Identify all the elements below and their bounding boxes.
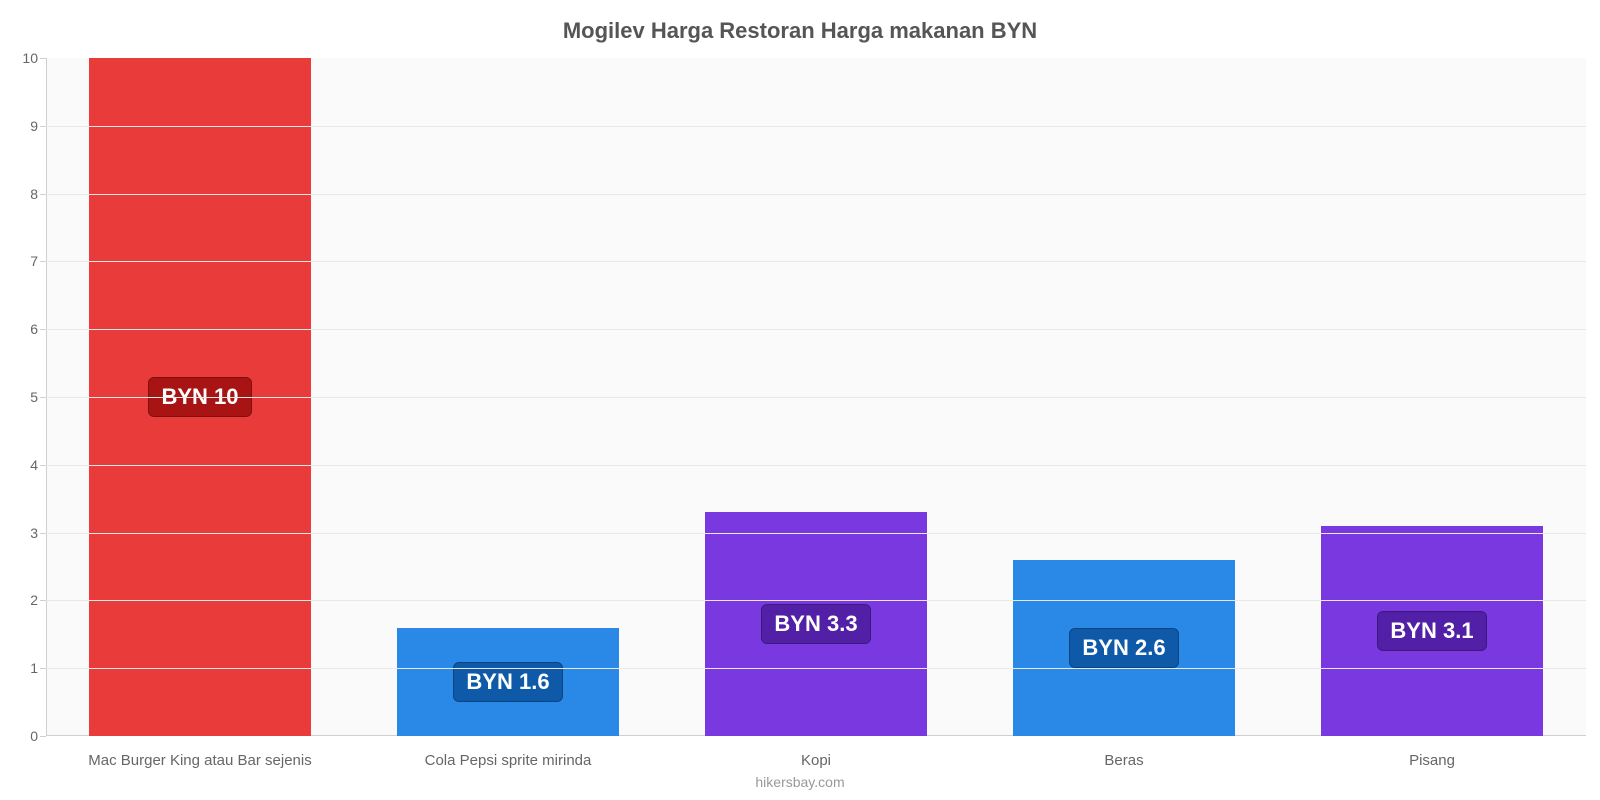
grid-line bbox=[46, 126, 1586, 127]
bar: BYN 3.3 bbox=[705, 512, 927, 736]
y-tick-mark bbox=[40, 261, 46, 262]
y-tick-mark bbox=[40, 397, 46, 398]
grid-line bbox=[46, 600, 1586, 601]
bar-value-label: BYN 3.1 bbox=[1377, 611, 1486, 651]
grid-line bbox=[46, 194, 1586, 195]
bar: BYN 2.6 bbox=[1013, 560, 1235, 736]
grid-line bbox=[46, 533, 1586, 534]
y-tick-mark bbox=[40, 736, 46, 737]
x-tick-label: Kopi bbox=[662, 742, 970, 769]
bar-value-label: BYN 3.3 bbox=[761, 604, 870, 644]
y-tick-mark bbox=[40, 600, 46, 601]
y-tick-mark bbox=[40, 58, 46, 59]
grid-line bbox=[46, 397, 1586, 398]
y-tick-mark bbox=[40, 668, 46, 669]
grid-line bbox=[46, 465, 1586, 466]
y-tick-mark bbox=[40, 465, 46, 466]
bar-value-label: BYN 2.6 bbox=[1069, 628, 1178, 668]
grid-line bbox=[46, 668, 1586, 669]
chart-credit: hikersbay.com bbox=[0, 774, 1600, 790]
grid-line bbox=[46, 329, 1586, 330]
y-tick-mark bbox=[40, 533, 46, 534]
price-bar-chart: Mogilev Harga Restoran Harga makanan BYN… bbox=[0, 0, 1600, 800]
grid-line bbox=[46, 261, 1586, 262]
plot-area: BYN 10BYN 1.6BYN 3.3BYN 2.6BYN 3.1 01234… bbox=[46, 58, 1586, 736]
x-tick-label: Cola Pepsi sprite mirinda bbox=[354, 742, 662, 769]
bar: BYN 3.1 bbox=[1321, 526, 1543, 736]
y-tick-mark bbox=[40, 194, 46, 195]
bar: BYN 1.6 bbox=[397, 628, 619, 736]
x-tick-label: Mac Burger King atau Bar sejenis bbox=[46, 742, 354, 769]
x-axis-labels: Mac Burger King atau Bar sejenisCola Pep… bbox=[46, 742, 1586, 769]
y-tick-mark bbox=[40, 329, 46, 330]
chart-title: Mogilev Harga Restoran Harga makanan BYN bbox=[0, 0, 1600, 44]
x-tick-label: Pisang bbox=[1278, 742, 1586, 769]
x-tick-label: Beras bbox=[970, 742, 1278, 769]
y-tick-mark bbox=[40, 126, 46, 127]
